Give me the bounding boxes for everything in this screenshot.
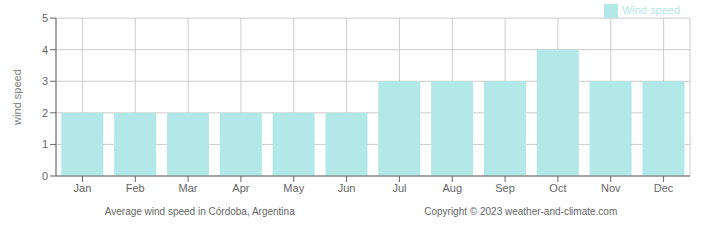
- html-text:Wind speed: Wind speed: [621, 4, 680, 16]
- svg-text:4: 4: [42, 44, 48, 56]
- html-text:Copyright © 2023 weather-and-c: Copyright © 2023 weather-and-climate.com: [424, 206, 618, 217]
- svg-text:Jan: Jan: [74, 182, 92, 194]
- svg-text:5: 5: [42, 12, 48, 24]
- svg-text:Sep: Sep: [495, 182, 515, 194]
- svg-text:1: 1: [42, 138, 48, 150]
- svg-text:Dec: Dec: [654, 182, 674, 194]
- svg-text:Oct: Oct: [549, 182, 566, 194]
- svg-text:Aug: Aug: [442, 182, 462, 194]
- svg-text:May: May: [283, 182, 304, 194]
- svg-text:0: 0: [42, 170, 48, 182]
- svg-text:Apr: Apr: [232, 182, 249, 194]
- html-text:Average wind speed in Córdoba,: Average wind speed in Córdoba, Argentina: [104, 206, 295, 217]
- svg-text:2: 2: [42, 107, 48, 119]
- svg-text:wind speed: wind speed: [11, 69, 23, 126]
- svg-text:Jul: Jul: [392, 182, 406, 194]
- svg-text:3: 3: [42, 75, 48, 87]
- svg-text:Feb: Feb: [126, 182, 145, 194]
- svg-text:Mar: Mar: [179, 182, 198, 194]
- svg-text:Nov: Nov: [601, 182, 621, 194]
- svg-text:Jun: Jun: [338, 182, 356, 194]
